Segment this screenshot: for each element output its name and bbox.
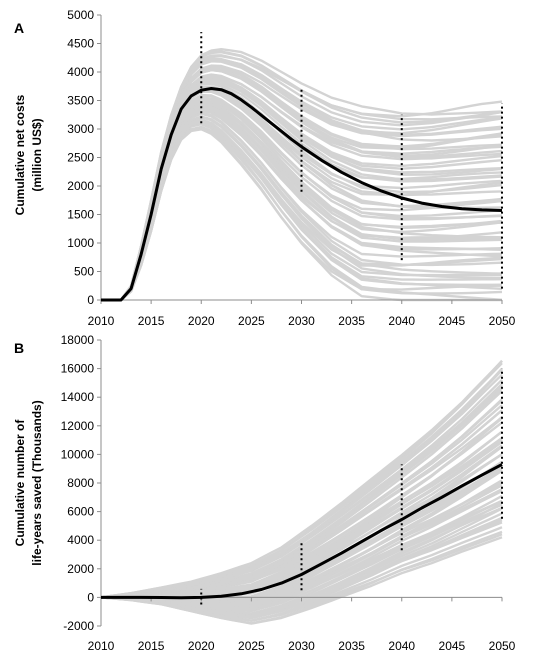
panel-b-x-tick-label: 2045 <box>439 639 466 653</box>
panel-b-x-tick-label: 2035 <box>338 639 365 653</box>
panel-a-x-tick-label: 2010 <box>88 314 115 328</box>
panel-b-x-tick-label: 2010 <box>88 639 115 653</box>
panel-b-y-tick-label: 10000 <box>61 447 95 461</box>
panel-a-y-tick-label: 2000 <box>67 179 94 193</box>
panel-b-y-tick-label: 0 <box>87 590 94 604</box>
panel-a-label: A <box>14 20 24 36</box>
panel-b-x-tick-label: 2030 <box>288 639 315 653</box>
panel-b-y-tick-label: -2000 <box>63 619 94 633</box>
panel-b-x-tick-label: 2015 <box>138 639 165 653</box>
panel-a: A Cumulative net costs (million US$) 0 50… <box>13 8 516 328</box>
panel-a-x-tick-label: 2030 <box>288 314 315 328</box>
panel-a-ylabel-line-2: (million US$) <box>30 118 44 191</box>
panel-a-y-tick-label: 4500 <box>67 37 94 51</box>
panel-b-y-tick-label: 14000 <box>61 390 95 404</box>
panel-a-x-tick-label: 2050 <box>489 314 516 328</box>
panel-a-y-tick-label: 500 <box>74 265 94 279</box>
panel-a-x-tick-label: 2045 <box>439 314 466 328</box>
panel-b-ylabel-line-2: life-years saved (Thousands) <box>30 400 44 565</box>
panel-a-y-tick-label: 5000 <box>67 8 94 22</box>
panel-a-y-tick-label: 3000 <box>67 122 94 136</box>
panel-b-y-tick-label: 4000 <box>67 533 94 547</box>
panel-a-y-tick-label: 2500 <box>67 151 94 165</box>
panel-a-x-tick-label: 2035 <box>338 314 365 328</box>
panel-b-y-tick-label: 12000 <box>61 419 95 433</box>
panel-a-central-line <box>101 87 503 302</box>
panel-a-y-tick-label: 1500 <box>67 208 94 222</box>
panel-b-y-tick-label: 6000 <box>67 505 94 519</box>
panel-a-x-tick-label: 2015 <box>138 314 165 328</box>
panel-a-x-tick-label: 2025 <box>238 314 265 328</box>
panel-a-y-tick-label: 3500 <box>67 94 94 108</box>
panel-b-x-tick-label: 2050 <box>489 639 516 653</box>
panel-b-simulation-line <box>100 360 503 599</box>
panel-b-x-tick-label: 2040 <box>388 639 415 653</box>
panel-a-x-tick-label: 2020 <box>188 314 215 328</box>
panel-a-x-tick-label: 2040 <box>388 314 415 328</box>
panel-a-y-tick-label: 4000 <box>67 65 94 79</box>
panel-b-central-line <box>101 463 503 600</box>
panel-a-simulation-lines <box>101 48 503 302</box>
panel-b-y-tick-label: 2000 <box>67 562 94 576</box>
panel-b-y-tick-label: 8000 <box>67 476 94 490</box>
panel-b-x-tick-label: 2020 <box>188 639 215 653</box>
panel-b-x-tick-label: 2025 <box>238 639 265 653</box>
panel-b: B Cumulative number of life-years saved … <box>13 333 516 653</box>
panel-a-y-tick-label: 0 <box>87 293 94 307</box>
panel-b-y-tick-label: 18000 <box>61 333 95 347</box>
panel-b-simulation-lines <box>100 359 503 625</box>
panel-a-ylabel-line-1: Cumulative net costs <box>13 94 27 215</box>
panel-a-y-tick-label: 1000 <box>67 236 94 250</box>
panel-b-label: B <box>14 340 24 356</box>
panel-b-y-tick-label: 16000 <box>61 362 95 376</box>
panel-b-ylabel-line-1: Cumulative number of <box>13 419 27 547</box>
